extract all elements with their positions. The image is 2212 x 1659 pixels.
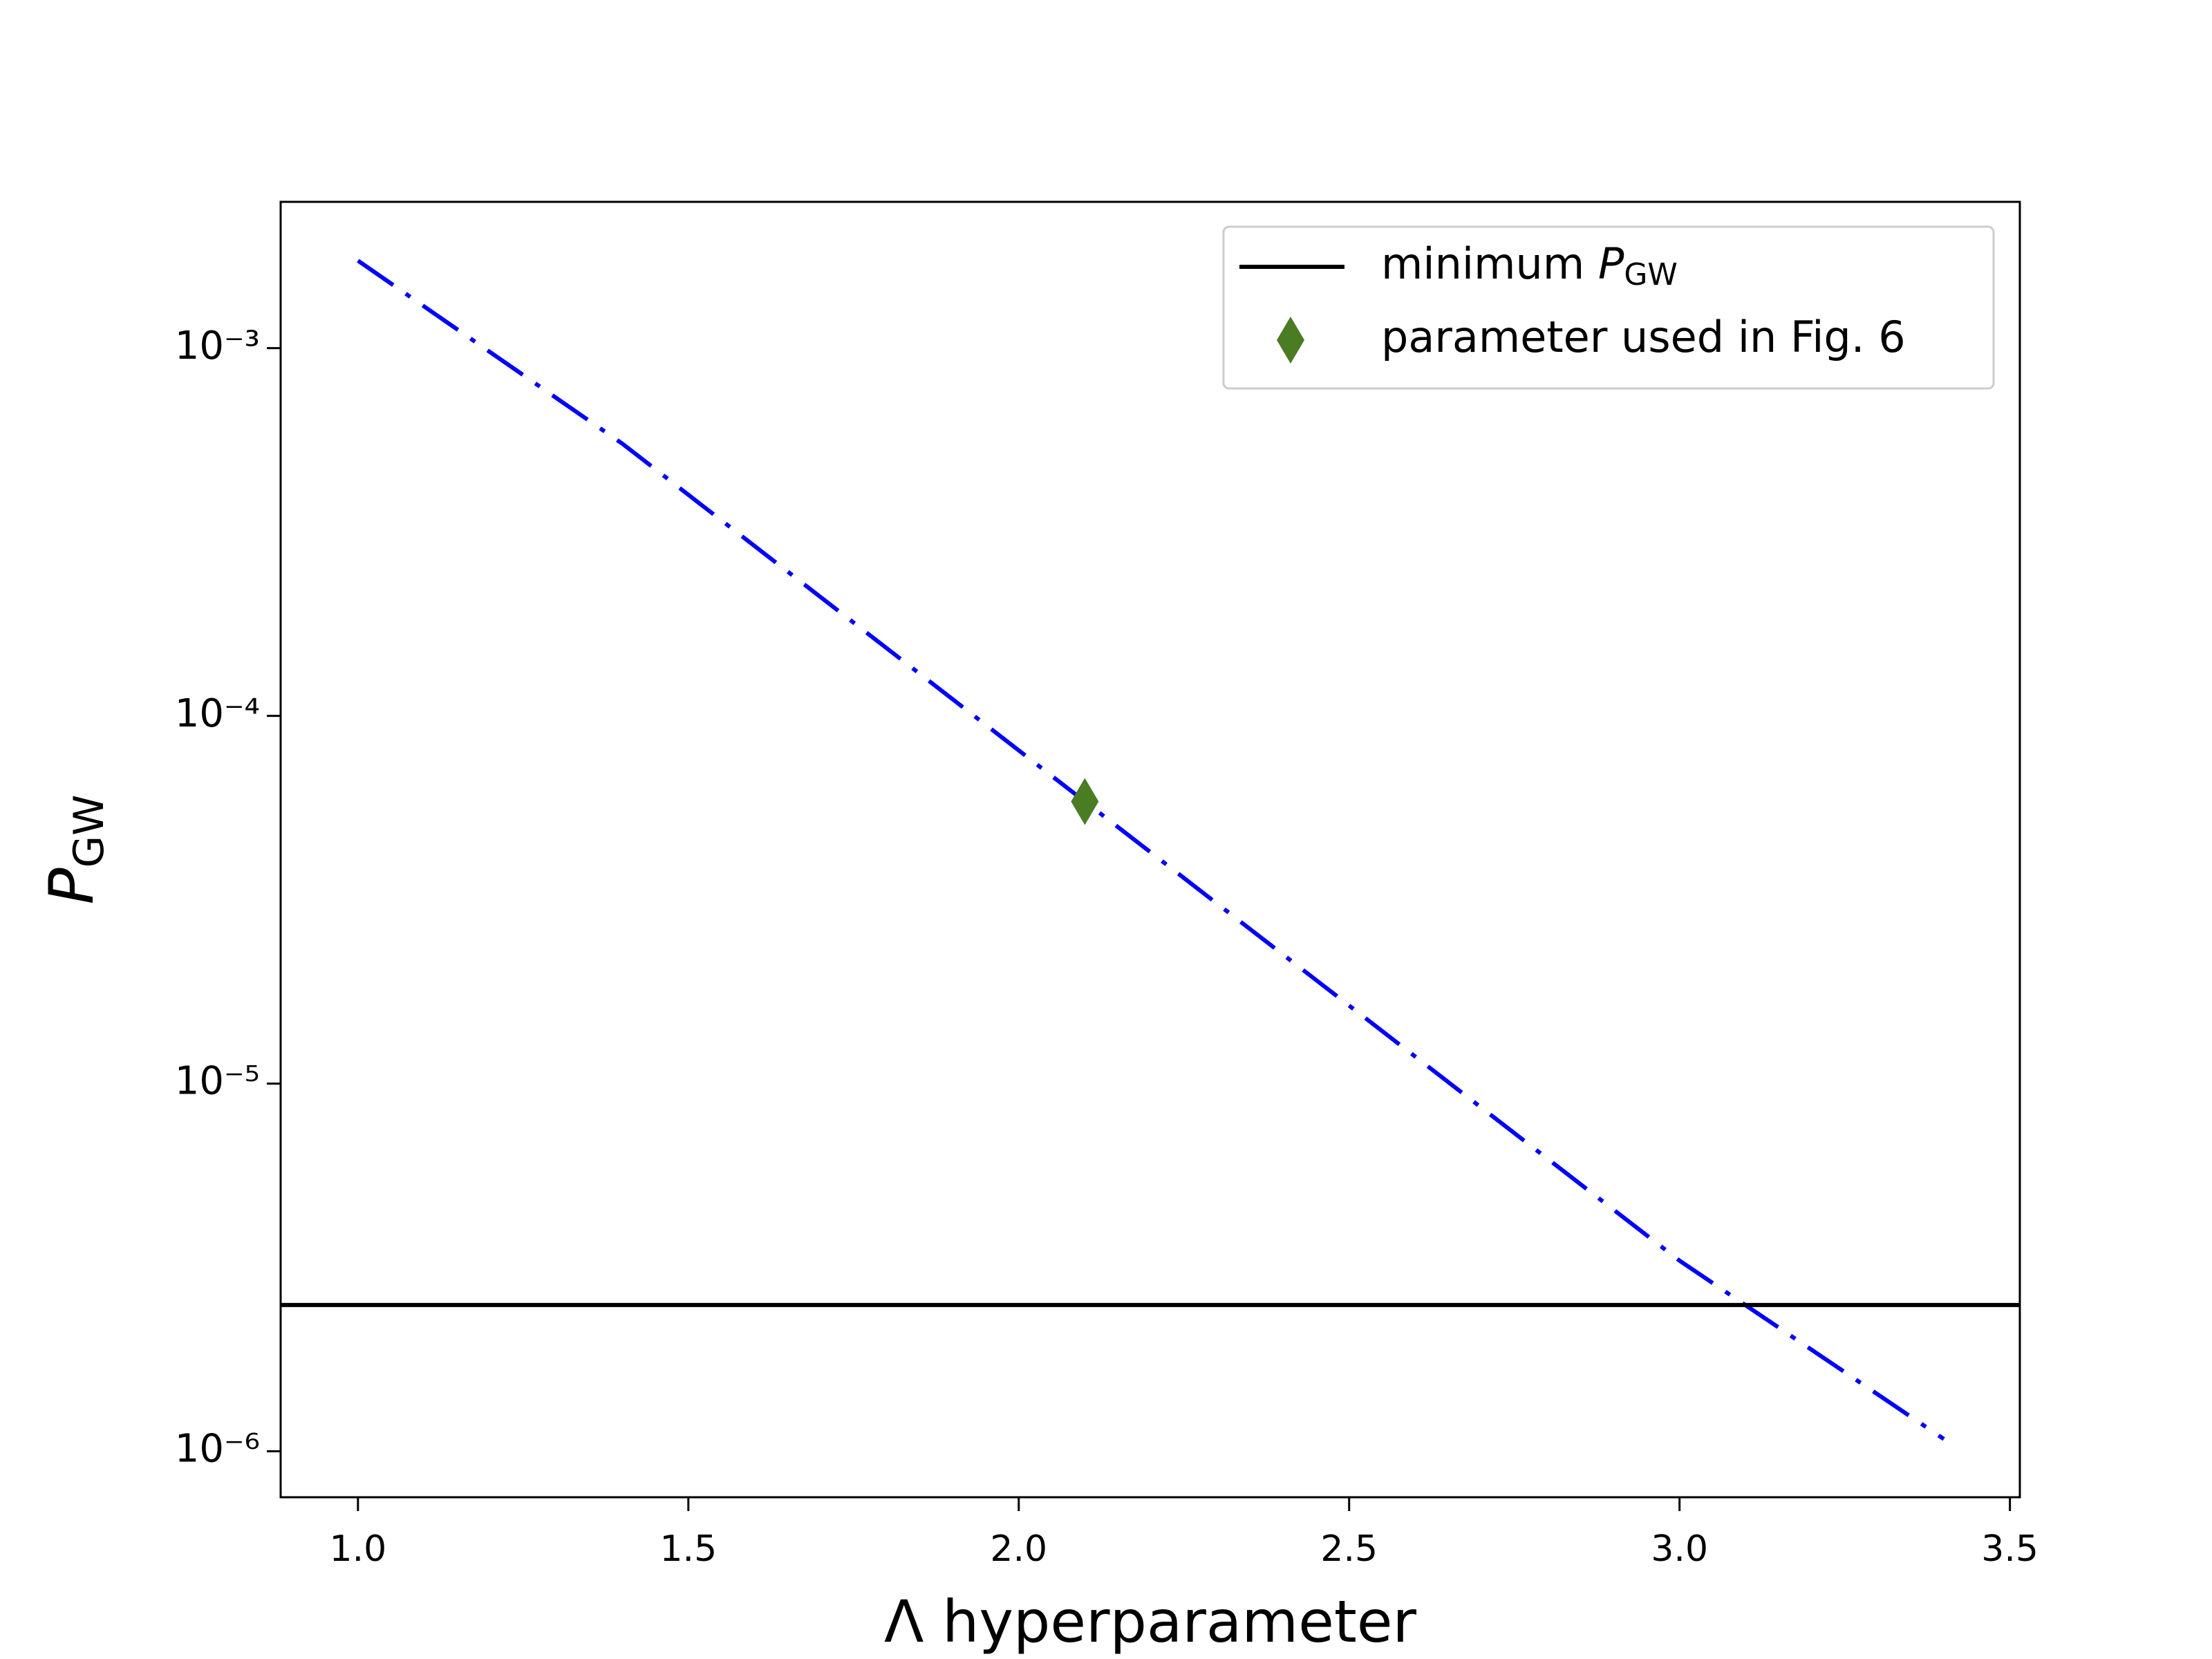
plot-area: [281, 259, 2020, 1441]
legend-box: [1222, 225, 1995, 390]
y-axis-label: PGW: [36, 795, 113, 905]
y-tick-label: 10⁻³: [175, 324, 260, 368]
legend-label-symbol: P: [1598, 238, 1624, 289]
x-tick-label: 1.0: [329, 1528, 386, 1570]
y-tick-label: 10⁻⁵: [175, 1059, 260, 1104]
y-axis-label-sub: GW: [65, 795, 113, 868]
y-tick-label: 10⁻⁴: [175, 691, 260, 736]
legend-label: parameter used in Fig. 6: [1381, 312, 1906, 362]
legend-marker: [1277, 317, 1304, 364]
y-tick-label: 10⁻⁶: [175, 1427, 260, 1472]
legend-label-sub: GW: [1624, 257, 1678, 292]
x-tick-label: 2.0: [990, 1528, 1047, 1570]
x-tick-label: 3.5: [1981, 1528, 2038, 1570]
legend-label-main: minimum: [1381, 238, 1598, 289]
y-axis-label-main: P: [36, 868, 107, 904]
legend-label: minimum PGW: [1381, 238, 1678, 292]
x-tick-label: 3.0: [1651, 1528, 1708, 1570]
data-point: [1071, 778, 1099, 825]
x-axis-label: Λ hyperparameter: [884, 1588, 1417, 1656]
plot-frame: [279, 200, 2021, 1499]
x-tick-label: 2.5: [1320, 1528, 1378, 1570]
x-tick-label: 1.5: [659, 1528, 717, 1570]
